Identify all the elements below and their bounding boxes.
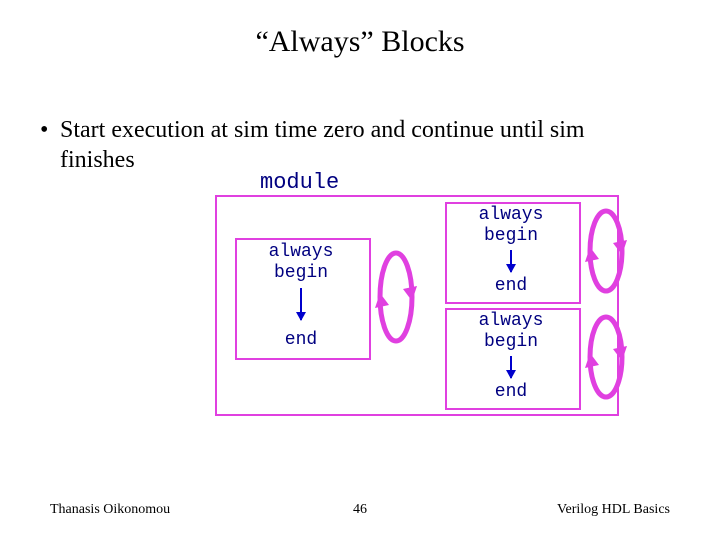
always-kw-2: always bbox=[445, 205, 577, 226]
end-kw-1: end bbox=[235, 330, 367, 351]
begin-kw-1: begin bbox=[235, 263, 367, 284]
down-arrow-1 bbox=[300, 288, 302, 320]
always-code-3: always begin bbox=[445, 311, 577, 352]
slide-title: “Always” Blocks bbox=[0, 25, 720, 59]
bullet-text: Start execution at sim time zero and con… bbox=[60, 115, 660, 175]
footer-course: Verilog HDL Basics bbox=[557, 502, 670, 518]
module-keyword: module bbox=[260, 170, 339, 195]
always-code-1: always begin bbox=[235, 242, 367, 283]
down-arrow-2 bbox=[510, 250, 512, 272]
loop-arrow-2 bbox=[584, 206, 628, 296]
begin-kw-3: begin bbox=[445, 332, 577, 353]
always-kw-1: always bbox=[235, 242, 367, 263]
begin-kw-2: begin bbox=[445, 226, 577, 247]
always-kw-3: always bbox=[445, 311, 577, 332]
always-code-2: always begin bbox=[445, 205, 577, 246]
end-kw-3: end bbox=[445, 382, 577, 403]
loop-arrow-3 bbox=[584, 312, 628, 402]
down-arrow-3 bbox=[510, 356, 512, 378]
end-kw-2: end bbox=[445, 276, 577, 297]
loop-arrow-1 bbox=[374, 248, 418, 346]
